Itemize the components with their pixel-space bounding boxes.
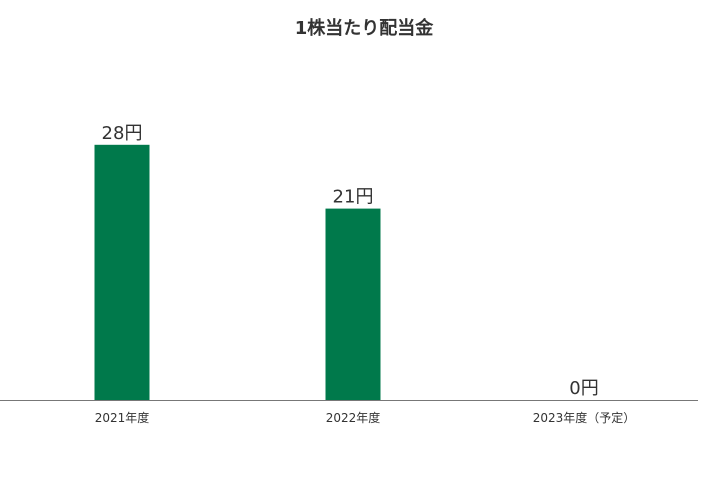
data-label: 0円 (569, 378, 598, 399)
x-tick-label: 2021年度 (95, 410, 150, 425)
bar (325, 208, 381, 400)
bar (94, 144, 150, 400)
chart-title: 1株当たり配当金 (294, 18, 434, 39)
data-label: 28円 (102, 123, 143, 144)
x-tick-label: 2022年度 (326, 410, 381, 425)
x-tick-label: 2023年度（予定） (533, 410, 636, 425)
data-label: 21円 (333, 187, 374, 208)
